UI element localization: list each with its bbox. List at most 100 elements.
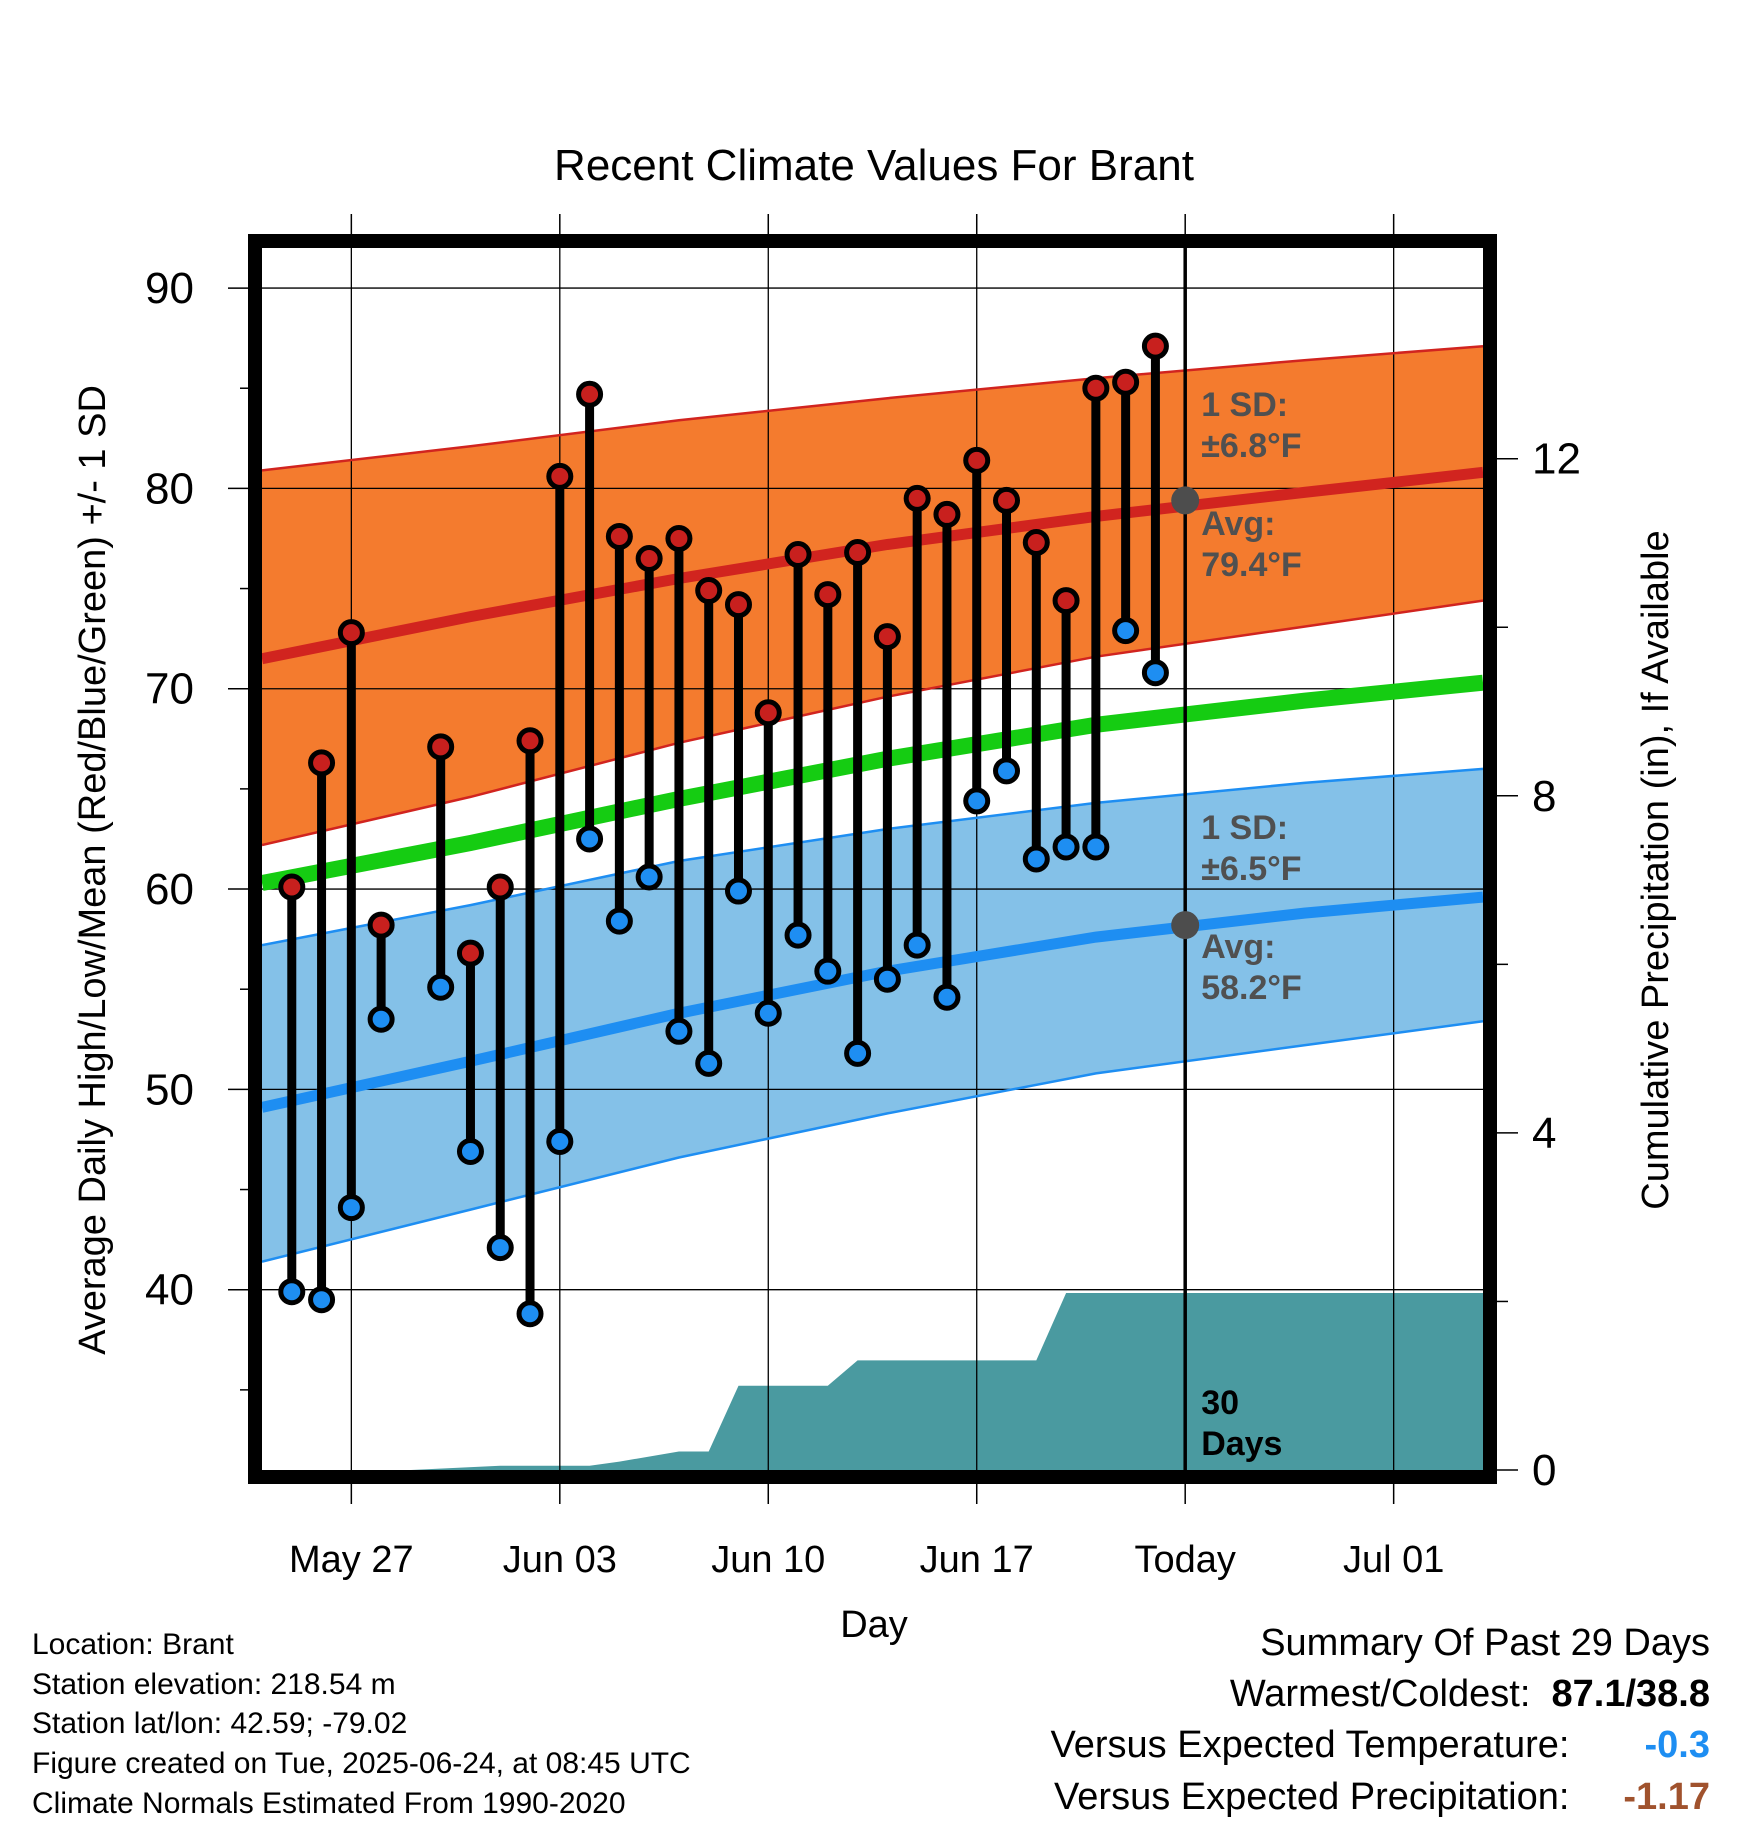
daily-high-point [337,619,365,647]
y-tick-label: 90 [145,264,194,313]
daily-high-point [963,446,991,474]
daily-low-point [695,1049,723,1077]
daily-high-point [814,581,842,609]
daily-high-point [754,699,782,727]
daily-low-point [814,957,842,985]
precip-days-number: 30 [1201,1384,1239,1422]
low-avg-value: 58.2°F [1201,969,1302,1007]
daily-low-point [1052,833,1080,861]
daily-low-point [903,931,931,959]
summary-precip-value: -1.17 [1623,1776,1710,1818]
daily-high-point [665,524,693,552]
x-tick-label: Jul 01 [1343,1539,1444,1581]
y2-tick-label: 4 [1532,1109,1556,1158]
y-tick-label: 80 [145,464,194,513]
daily-low-point [576,825,604,853]
daily-low-point [1082,833,1110,861]
daily-high-point [844,538,872,566]
daily-high-point [1141,332,1169,360]
daily-high-point [546,462,574,490]
info-normals: Climate Normals Estimated From 1990-2020 [32,1787,626,1820]
daily-low-point [844,1039,872,1067]
daily-high-point [1112,368,1140,396]
y2-tick-label: 12 [1532,435,1581,484]
daily-low-point [427,973,455,1001]
summary-temp-value: -0.3 [1644,1724,1710,1766]
y2-tick-label: 0 [1532,1446,1556,1495]
x-tick-label: May 27 [289,1539,414,1581]
summary-warm-cold: Warmest/Coldest: 87.1/38.8 [1230,1673,1710,1716]
summary-precip-label: Versus Expected Precipitation: [1054,1776,1570,1818]
daily-low-point [665,1017,693,1045]
low-sd-value: ±6.5°F [1201,850,1301,888]
summary-temp: Versus Expected Temperature: -0.3 [1051,1724,1710,1767]
daily-high-point [1052,587,1080,615]
x-tick-label: Today [1134,1539,1235,1581]
daily-low-point [337,1194,365,1222]
daily-high-point [1022,528,1050,556]
daily-high-point [367,911,395,939]
x-tick-label: Jun 17 [920,1539,1034,1581]
x-tick-label: Jun 10 [711,1539,825,1581]
daily-low-point [1022,845,1050,873]
daily-high-point [993,486,1021,514]
info-elevation: Station elevation: 218.54 m [32,1668,396,1701]
daily-low-point [1141,659,1169,687]
daily-low-point [486,1234,514,1262]
y-tick-label: 50 [145,1065,194,1114]
daily-low-point [635,863,663,891]
daily-low-point [933,983,961,1011]
chart-title: Recent Climate Values For Brant [554,141,1194,190]
today-low-avg-marker [1171,911,1200,940]
daily-high-point [724,591,752,619]
y-tick-label: 40 [145,1266,194,1315]
y-axis-label: Average Daily High/Low/Mean (Red/Blue/Gr… [72,385,114,1355]
y-tick-label: 70 [145,665,194,714]
info-latlon: Station lat/lon: 42.59; -79.02 [32,1707,408,1740]
daily-low-point [546,1127,574,1155]
daily-high-point [873,623,901,651]
high-sd-value: ±6.8°F [1201,427,1301,465]
daily-low-point [308,1286,336,1314]
summary-title: Summary Of Past 29 Days [1260,1622,1710,1664]
daily-low-point [873,965,901,993]
x-axis-label: Day [840,1604,908,1646]
low-sd-edge-line [262,1020,1483,1263]
daily-low-point [963,787,991,815]
daily-high-point [903,484,931,512]
daily-high-point [695,577,723,605]
daily-low-point [1112,617,1140,645]
summary-warm-cold-label: Warmest/Coldest: [1229,1673,1531,1715]
daily-high-point [278,873,306,901]
daily-high-point [1082,374,1110,402]
high-sd-label: 1 SD: [1201,386,1288,424]
daily-high-point [456,939,484,967]
high-sd-edge-line [262,344,1483,472]
normal-high-line [262,466,1483,665]
daily-high-point [427,733,455,761]
daily-high-point [635,545,663,573]
info-created: Figure created on Tue, 2025-06-24, at 08… [32,1747,691,1780]
today-high-avg-marker [1171,486,1200,515]
daily-low-point [516,1300,544,1328]
daily-low-point [724,877,752,905]
axes: 40 50 60 70 80 90 0 4 8 12 May 27 Jun 03 Jun 10 Jun 1… [145,214,1581,1581]
daily-low-point [784,921,812,949]
low-avg-label: Avg: [1201,928,1275,966]
daily-high-point [933,500,961,528]
daily-low-point [367,1005,395,1033]
y-tick-label: 60 [145,865,194,914]
daily-high-point [605,522,633,550]
info-location: Location: Brant [32,1628,234,1661]
daily-high-point [576,380,604,408]
daily-low-point [456,1137,484,1165]
y2-axis-label: Cumulative Precipitation (in), If Availa… [1635,530,1677,1209]
precip-days-label: Days [1201,1425,1282,1463]
x-tick-label: Jun 03 [503,1539,617,1581]
low-sd-label: 1 SD: [1201,809,1288,847]
high-avg-label: Avg: [1201,505,1275,543]
plot-frame [248,234,1497,1484]
precipitation-area [262,1293,1483,1470]
